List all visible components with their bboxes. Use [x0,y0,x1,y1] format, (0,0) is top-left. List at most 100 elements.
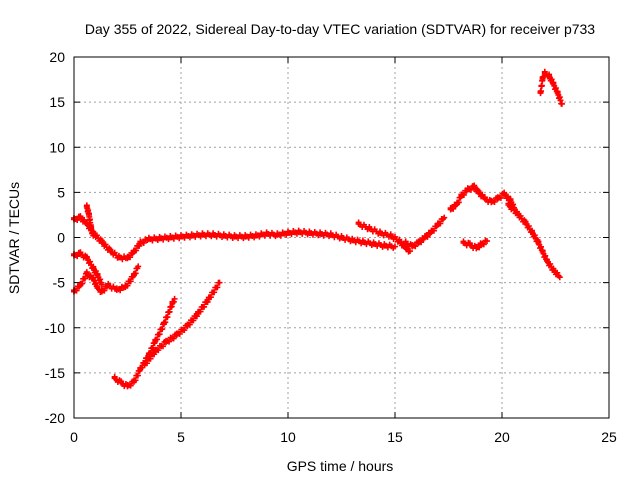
data-point-marker [159,326,166,333]
data-point-marker [186,234,193,241]
x-tick-label: 0 [70,429,78,445]
data-point-marker [535,238,542,245]
data-point-marker [160,236,167,243]
data-point-marker [450,205,457,212]
data-point-marker [277,232,284,239]
x-tick-label: 10 [280,429,296,445]
data-point-marker [240,235,247,242]
data-point-marker [134,265,141,272]
plot-frame [73,56,610,419]
series-track-spike-early [83,202,97,239]
y-tick-label: 15 [49,94,65,110]
data-point-marker [132,270,139,277]
data-point-marker [547,260,554,267]
data-point-marker [197,233,204,240]
data-point-marker [149,237,156,244]
data-point-marker [117,287,124,294]
y-tick-label: 5 [57,184,65,200]
y-tick-label: 20 [49,49,65,65]
series-track-lower-early [71,263,142,295]
data-point-marker [283,231,290,238]
data-point-marker [74,253,81,260]
data-point-marker [181,327,188,334]
data-point-marker [548,76,555,83]
data-point-marker [256,233,263,240]
data-point-marker [170,335,177,342]
data-point-marker [424,233,431,240]
data-point-marker [132,377,139,384]
data-point-marker [288,231,295,238]
data-point-marker [251,234,258,241]
data-point-marker [235,235,242,242]
series-track-high-22 [537,68,565,107]
data-point-marker [90,274,97,281]
y-tick-label: 10 [49,139,65,155]
data-point-marker [151,339,158,346]
data-point-marker [134,372,141,379]
x-tick-label: 20 [494,429,510,445]
data-point-marker [165,236,172,243]
data-point-marker [437,220,444,227]
data-point-marker [476,244,483,251]
data-point-marker [539,247,546,254]
data-point-marker [293,230,300,237]
data-point-marker [531,232,538,239]
data-point-marker [390,244,397,251]
data-point-marker [558,100,565,107]
y-tick-label: 0 [57,230,65,246]
x-tick-label: 15 [387,429,403,445]
y-tick-label: -5 [53,275,66,291]
data-point-marker [92,279,99,286]
data-point-marker [190,317,197,324]
data-point-marker [471,182,478,189]
data-point-marker [94,270,101,277]
data-point-marker [193,313,200,320]
data-point-marker [166,338,173,345]
data-point-marker [155,347,162,354]
data-point-marker [528,227,535,234]
data-point-marker [537,243,544,250]
data-point-marker [412,243,419,250]
data-point-marker [418,239,425,246]
data-point-marker [430,227,437,234]
series-track-rising-b [141,279,223,368]
data-point-marker [192,233,199,240]
data-point-marker [507,195,514,202]
data-point-marker [181,234,188,241]
data-point-marker [207,294,214,301]
data-point-marker [97,279,104,286]
data-point-marker [480,241,487,248]
data-point-marker [79,280,86,287]
data-point-marker [89,229,96,236]
grid [74,57,609,418]
data-point-marker [147,355,154,362]
data-point-marker [74,217,81,224]
data-point-marker [460,191,467,198]
data-point-marker [140,239,147,246]
series-track-peak-18 [447,182,518,213]
data-point-marker [555,272,562,279]
data-point-marker [201,303,208,310]
data-point-marker [482,237,489,244]
data-point-marker [136,242,143,249]
data-points [71,68,565,390]
data-point-marker [73,287,80,294]
data-point-marker [552,84,559,91]
data-point-marker [455,199,462,206]
data-point-marker [211,289,218,296]
data-point-marker [156,331,163,338]
data-point-marker [83,253,90,260]
data-point-marker [143,360,150,367]
data-point-marker [124,282,131,289]
data-point-marker [525,223,532,230]
data-point-marker [467,186,474,193]
data-point-marker [154,237,161,244]
series-track-small-18 [460,237,491,252]
data-point-marker [550,79,557,86]
data-point-marker [127,278,134,285]
data-point-marker [127,254,134,261]
data-point-marker [176,330,183,337]
data-point-marker [497,194,504,201]
data-point-marker [197,308,204,315]
data-point-marker [87,258,94,265]
